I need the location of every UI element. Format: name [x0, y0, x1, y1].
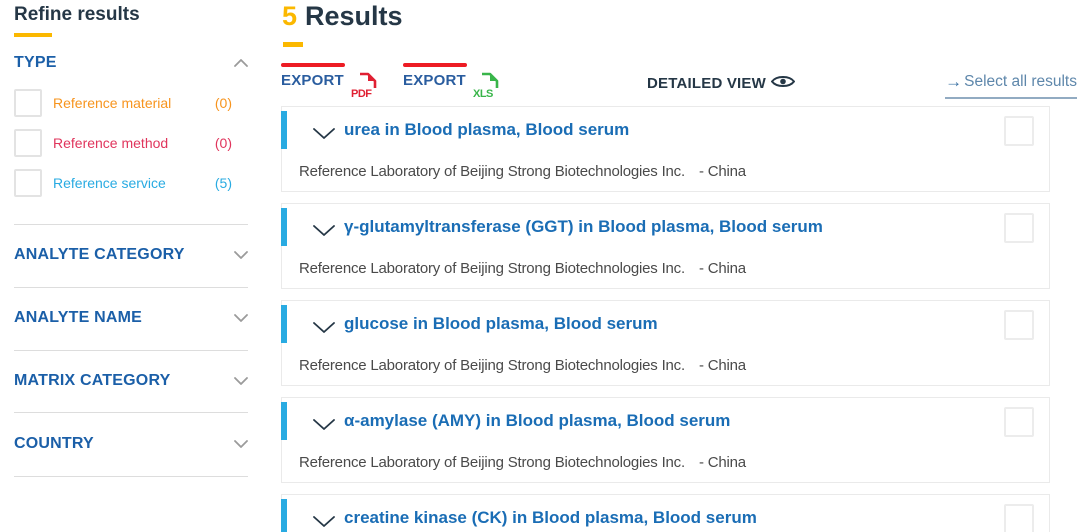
result-card: urea in Blood plasma, Blood serum Refere…	[281, 106, 1050, 192]
chevron-down-icon	[234, 372, 248, 390]
expand-result-chevron-down-icon[interactable]	[313, 418, 335, 436]
result-country: - China	[698, 260, 746, 277]
filter-count: (0)	[214, 95, 232, 111]
checkbox[interactable]	[14, 169, 42, 197]
result-checkbox[interactable]	[1004, 407, 1034, 437]
detailed-view-button[interactable]: DETAILED VIEW	[647, 74, 796, 93]
pdf-file-icon: PDF	[351, 72, 379, 104]
checkbox[interactable]	[14, 129, 42, 157]
result-title[interactable]: glucose in Blood plasma, Blood serum	[344, 314, 658, 333]
expand-result-chevron-down-icon[interactable]	[313, 321, 335, 339]
result-meta: Reference Laboratory of Beijing Strong B…	[299, 260, 746, 277]
filter-section-label: COUNTRY	[14, 435, 94, 452]
title-underline	[14, 33, 52, 37]
filter-label: Reference method	[53, 135, 169, 151]
filter-option-reference-material[interactable]: Reference material (0)	[14, 88, 248, 118]
result-accent-bar	[281, 305, 287, 343]
export-pdf-button[interactable]: EXPORT PDF	[281, 63, 379, 104]
arrow-right-icon: →	[945, 72, 963, 91]
filter-count: (0)	[214, 135, 232, 151]
filter-section-label: ANALYTE CATEGORY	[14, 246, 185, 263]
expand-result-chevron-down-icon[interactable]	[313, 127, 335, 145]
filter-section-label: TYPE	[14, 54, 57, 71]
result-organization: Reference Laboratory of Beijing Strong B…	[299, 163, 685, 180]
chevron-down-icon	[234, 246, 248, 264]
results-count-label: Results	[305, 1, 403, 31]
chevron-up-icon	[234, 54, 248, 72]
result-checkbox[interactable]	[1004, 504, 1034, 532]
result-organization: Reference Laboratory of Beijing Strong B…	[299, 454, 685, 471]
divider	[14, 350, 248, 351]
result-meta: Reference Laboratory of Beijing Strong B…	[299, 357, 746, 374]
result-country: - China	[698, 163, 746, 180]
result-card: γ-glutamyltransferase (GGT) in Blood pla…	[281, 203, 1050, 289]
filter-option-reference-service[interactable]: Reference service (5)	[14, 168, 248, 198]
checkbox[interactable]	[14, 89, 42, 117]
expand-result-chevron-down-icon[interactable]	[313, 224, 335, 242]
result-title[interactable]: urea in Blood plasma, Blood serum	[344, 120, 630, 139]
export-top-bar	[403, 63, 467, 67]
chevron-down-icon	[234, 435, 248, 453]
result-title[interactable]: α-amylase (AMY) in Blood plasma, Blood s…	[344, 411, 731, 430]
filter-section-label: MATRIX CATEGORY	[14, 372, 171, 389]
select-all-label: Select all results	[964, 73, 1077, 90]
result-checkbox[interactable]	[1004, 213, 1034, 243]
xls-file-type: XLS	[473, 88, 493, 99]
filter-section-analyte-name[interactable]: ANALYTE NAME	[14, 307, 248, 329]
export-label: EXPORT	[281, 72, 344, 89]
result-card: α-amylase (AMY) in Blood plasma, Blood s…	[281, 397, 1050, 483]
result-meta: Reference Laboratory of Beijing Strong B…	[299, 454, 746, 471]
select-all-results-link[interactable]: → Select all results	[945, 72, 1077, 99]
export-top-bar	[281, 63, 345, 67]
detailed-view-label: DETAILED VIEW	[647, 75, 766, 92]
result-accent-bar	[281, 499, 287, 532]
filter-section-label: ANALYTE NAME	[14, 309, 143, 326]
results-count-heading: 5 Results	[282, 1, 403, 32]
filter-section-type[interactable]: TYPE	[14, 52, 248, 74]
result-checkbox[interactable]	[1004, 310, 1034, 340]
divider	[14, 476, 248, 477]
expand-result-chevron-down-icon[interactable]	[313, 515, 335, 532]
result-country: - China	[698, 357, 746, 374]
result-meta: Reference Laboratory of Beijing Strong B…	[299, 163, 746, 180]
divider	[14, 224, 248, 225]
filter-section-matrix-category[interactable]: MATRIX CATEGORY	[14, 370, 248, 392]
result-checkbox[interactable]	[1004, 116, 1034, 146]
results-count: 5	[282, 1, 298, 31]
result-title[interactable]: creatine kinase (CK) in Blood plasma, Bl…	[344, 508, 757, 527]
result-accent-bar	[281, 111, 287, 149]
filter-section-country[interactable]: COUNTRY	[14, 433, 248, 455]
filter-label: Reference material	[53, 95, 172, 111]
pdf-file-type: PDF	[351, 88, 372, 99]
eye-icon	[770, 74, 796, 93]
result-title[interactable]: γ-glutamyltransferase (GGT) in Blood pla…	[344, 217, 823, 236]
result-country: - China	[698, 454, 746, 471]
export-xls-button[interactable]: EXPORT XLS	[403, 63, 501, 104]
refine-results-title: Refine results	[14, 4, 140, 25]
filter-section-analyte-category[interactable]: ANALYTE CATEGORY	[14, 244, 248, 266]
filter-option-reference-method[interactable]: Reference method (0)	[14, 128, 248, 158]
chevron-down-icon	[234, 309, 248, 327]
result-organization: Reference Laboratory of Beijing Strong B…	[299, 260, 685, 277]
divider	[14, 412, 248, 413]
divider	[14, 287, 248, 288]
filter-label: Reference service	[53, 175, 166, 191]
result-accent-bar	[281, 402, 287, 440]
export-label: EXPORT	[403, 72, 466, 89]
heading-underline	[283, 42, 303, 47]
xls-file-icon: XLS	[473, 72, 501, 104]
result-card: glucose in Blood plasma, Blood serum Ref…	[281, 300, 1050, 386]
filter-count: (5)	[214, 175, 232, 191]
result-accent-bar	[281, 208, 287, 246]
result-card: creatine kinase (CK) in Blood plasma, Bl…	[281, 494, 1050, 532]
result-organization: Reference Laboratory of Beijing Strong B…	[299, 357, 685, 374]
